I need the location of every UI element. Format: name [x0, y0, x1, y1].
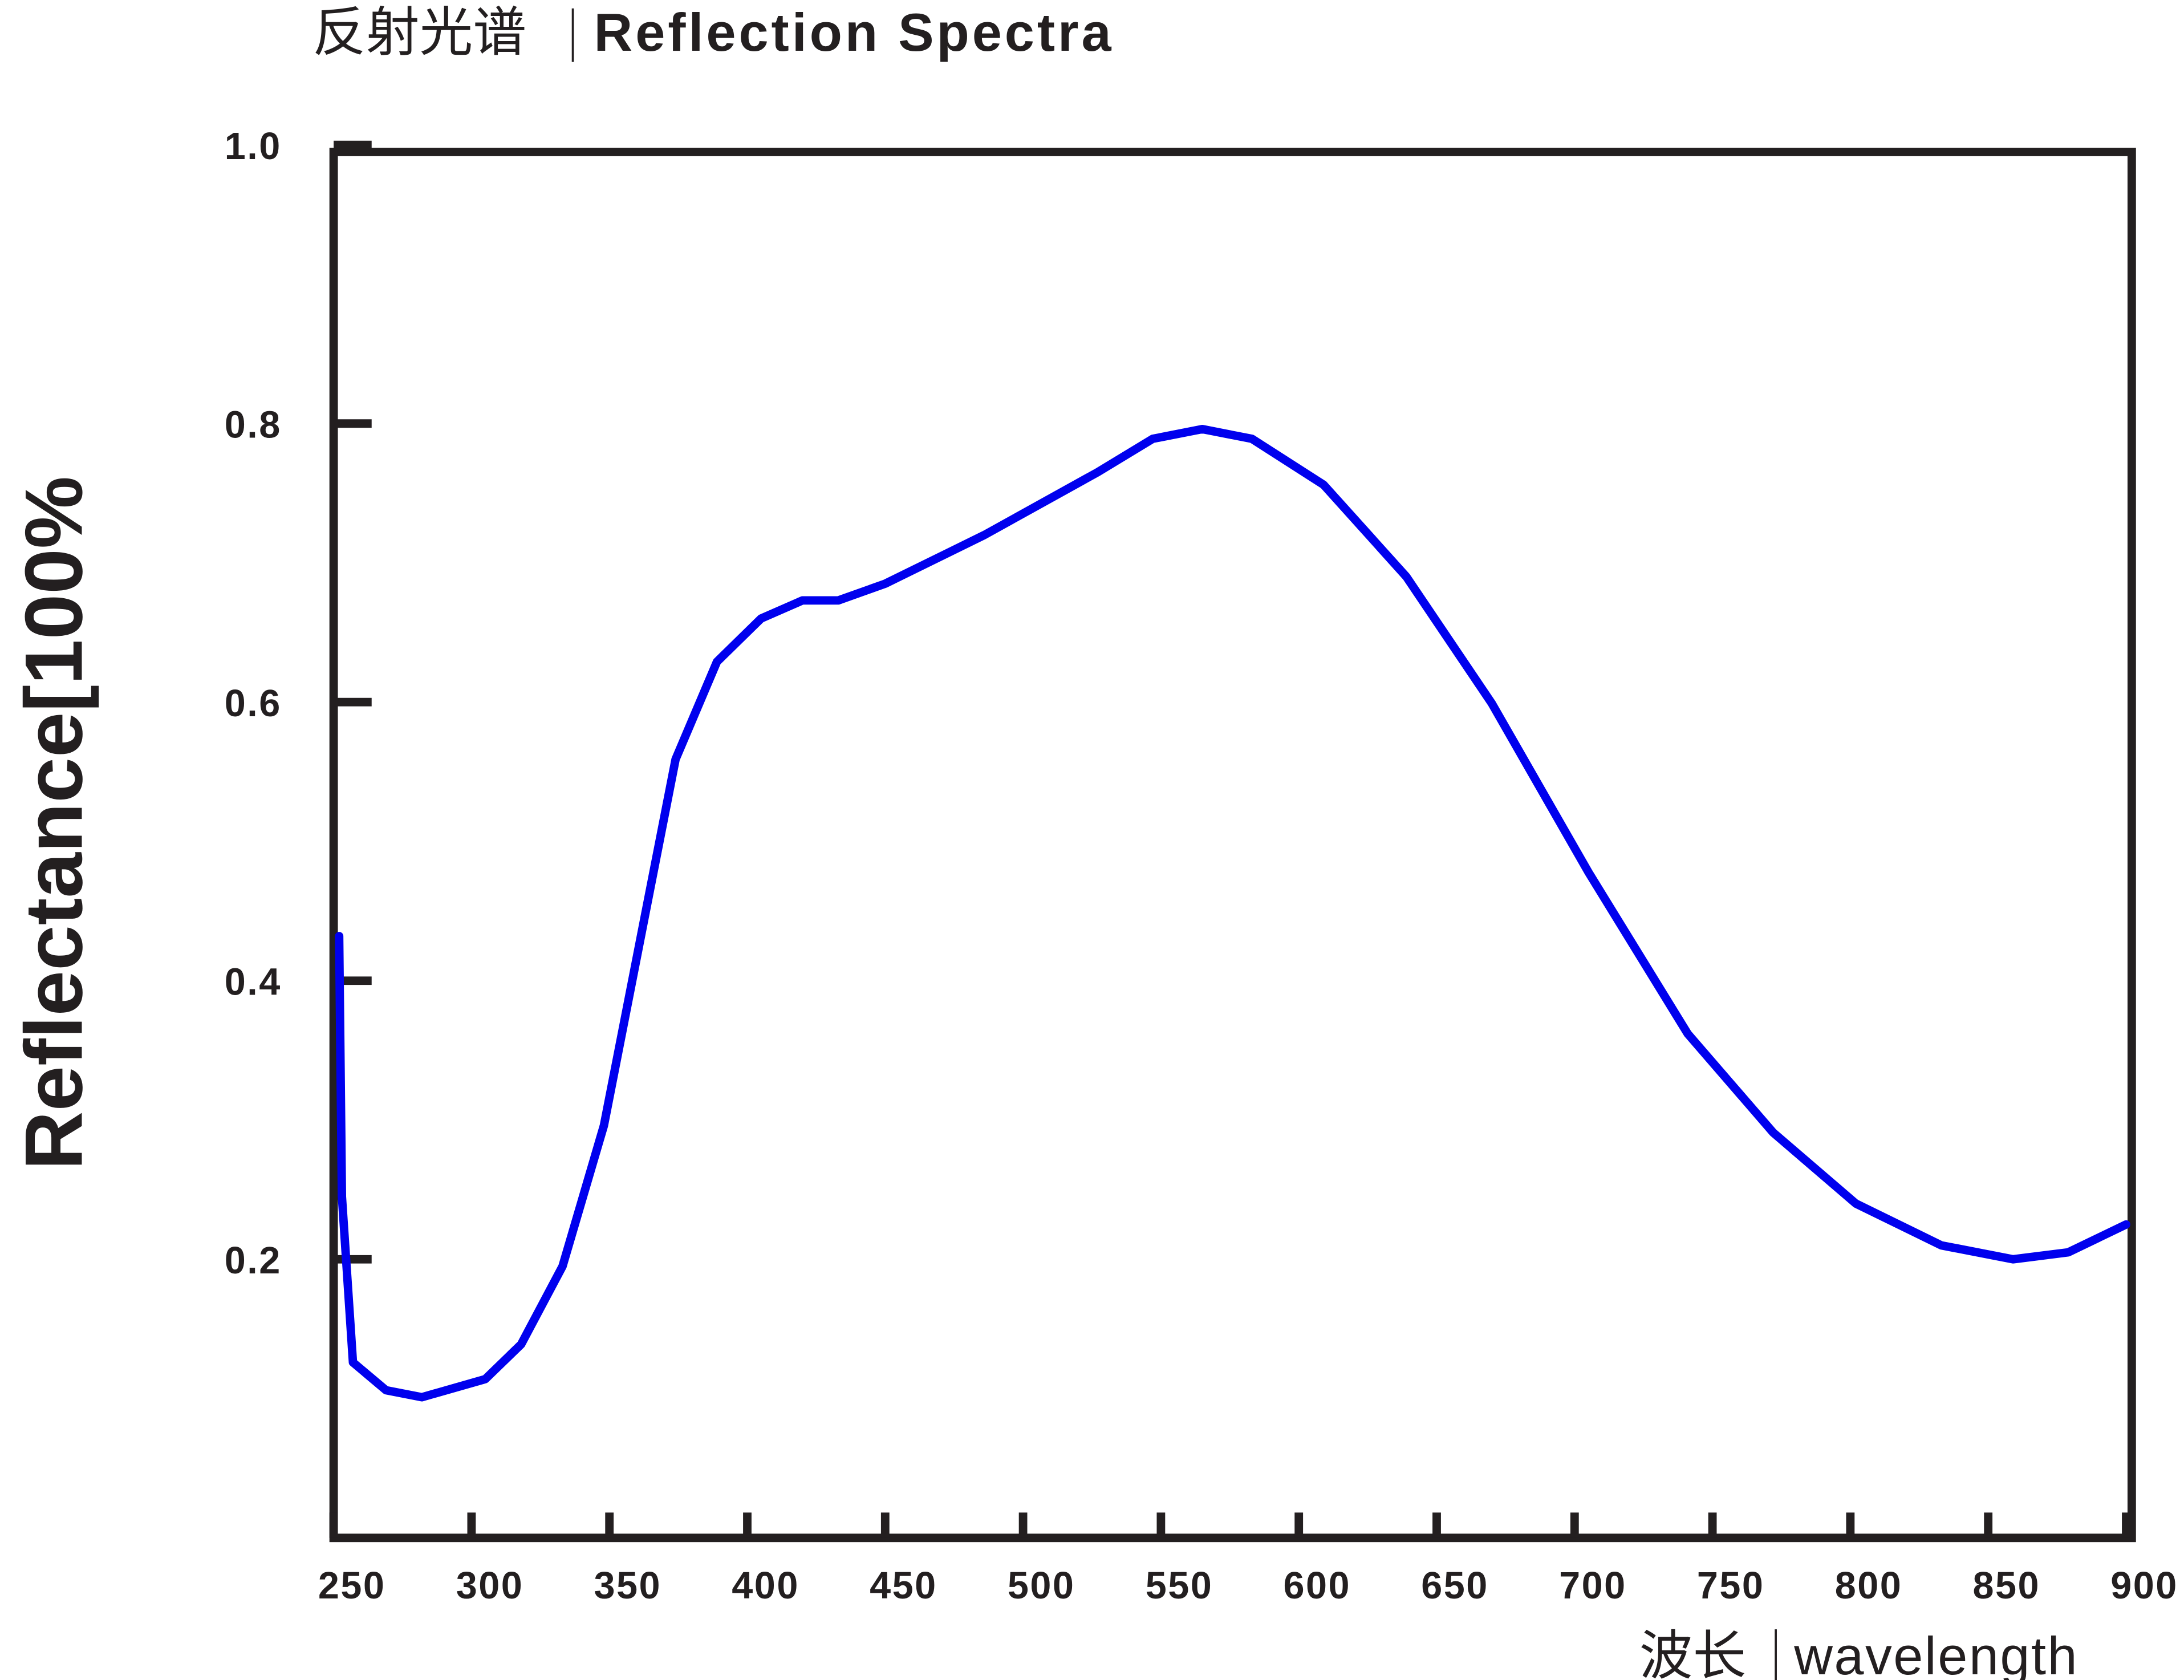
y-tick-label: 1.0 [225, 125, 282, 168]
y-axis-label: Reflectance[100% [8, 476, 99, 1170]
y-tick-label: 0.8 [225, 404, 282, 446]
chart-title: 反射光谱 [312, 2, 526, 62]
x-tick-label: 500 [1008, 1565, 1075, 1607]
x-axis-label: 波长 [1639, 1626, 1747, 1680]
y-tick-label: 0.2 [225, 1240, 282, 1282]
x-tick-label: 700 [1559, 1565, 1627, 1607]
x-tick-label: 250 [318, 1565, 386, 1607]
y-tick-label: 0.6 [225, 683, 282, 725]
plot-frame [329, 148, 2136, 1543]
x-tick-label: 650 [1421, 1565, 1489, 1607]
y-tick-label: 0.4 [225, 961, 282, 1003]
chart-title-en: Reflection Spectra [594, 2, 1114, 62]
x-tick-label: 900 [2110, 1565, 2178, 1607]
x-tick-label: 750 [1697, 1565, 1765, 1607]
x-tick-label: 550 [1146, 1565, 1213, 1607]
x-tick-label: 300 [456, 1565, 524, 1607]
data-line [335, 425, 2130, 1402]
x-tick-label: 600 [1284, 1565, 1351, 1607]
x-tick-label: 850 [1972, 1565, 2040, 1607]
x-axis-label-en: wavelength [1793, 1626, 2079, 1680]
x-tick-label: 450 [870, 1565, 937, 1607]
x-tick-label: 350 [594, 1565, 662, 1607]
x-tick-label: 400 [732, 1565, 799, 1607]
x-tick-label: 800 [1835, 1565, 1903, 1607]
